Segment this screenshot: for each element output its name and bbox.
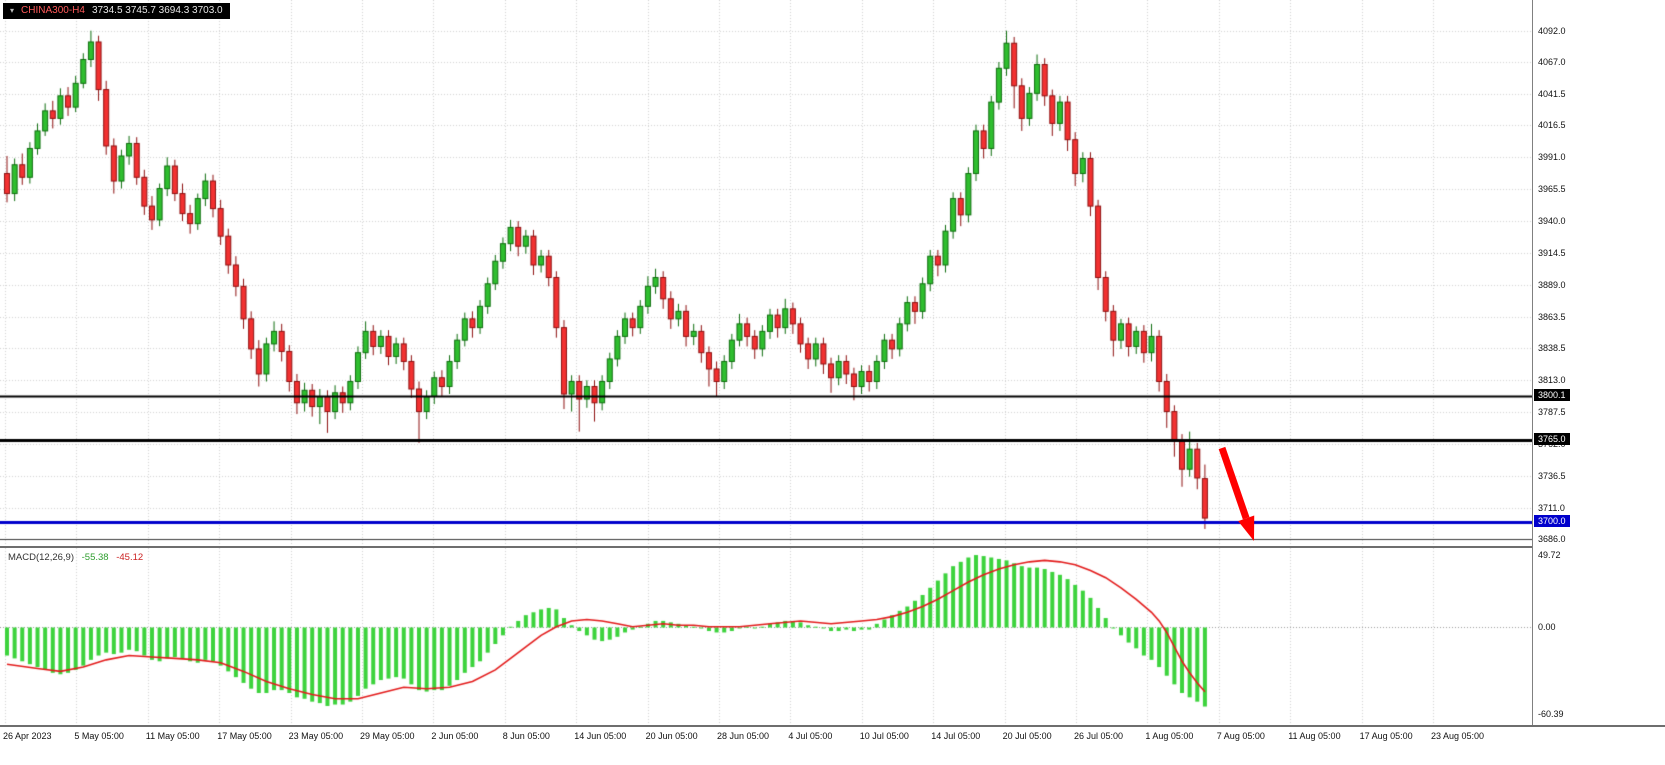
time-label: 29 May 05:00 [360, 731, 415, 741]
time-label: 7 Aug 05:00 [1216, 731, 1265, 741]
macd-main-value: -55.38 [81, 552, 109, 563]
price-tick: 3838.5 [1538, 343, 1566, 354]
time-label: 20 Jun 05:00 [645, 731, 698, 741]
price-level-label: 3765.0 [1534, 433, 1570, 446]
price-tick: 3787.5 [1538, 407, 1566, 418]
ohlc-values: 3734.5 3745.7 3694.3 3703.0 [91, 5, 223, 16]
time-label: 17 Aug 05:00 [1359, 731, 1413, 741]
price-chart-canvas[interactable] [0, 0, 1532, 546]
time-label: 20 Jul 05:00 [1002, 731, 1052, 741]
macd-axis-tick: 49.72 [1538, 550, 1561, 561]
panel-separator[interactable] [0, 546, 1665, 548]
macd-signal-value: -45.12 [116, 552, 144, 563]
price-tick: 3914.5 [1538, 248, 1566, 259]
price-tick: 3863.5 [1538, 311, 1566, 322]
macd-panel-canvas[interactable] [0, 548, 1532, 725]
macd-axis-tick: 0.00 [1538, 621, 1556, 632]
time-label: 14 Jul 05:00 [931, 731, 981, 741]
price-tick: 4016.5 [1538, 120, 1566, 131]
time-label: 2 Jun 05:00 [431, 731, 479, 741]
time-label: 1 Aug 05:00 [1145, 731, 1194, 741]
time-label: 23 Aug 05:00 [1431, 731, 1485, 741]
price-tick: 4041.5 [1538, 88, 1566, 99]
price-tick: 3736.5 [1538, 471, 1566, 482]
time-label: 14 Jun 05:00 [574, 731, 627, 741]
price-tick: 3965.5 [1538, 184, 1566, 195]
time-label: 4 Jul 05:00 [788, 731, 833, 741]
time-label: 26 Jul 05:00 [1074, 731, 1124, 741]
macd-name: MACD(12,26,9) [8, 552, 74, 563]
time-label: 17 May 05:00 [217, 731, 272, 741]
time-label: 11 May 05:00 [145, 731, 200, 741]
price-level-label: 3700.0 [1534, 514, 1570, 527]
price-tick: 3711.0 [1538, 503, 1565, 514]
time-label: 8 Jun 05:00 [502, 731, 550, 741]
price-axis[interactable]: 4092.0 4067.0 4041.5 4016.5 3991.0 3965.5 3940… [1532, 0, 1665, 725]
macd-indicator-label: MACD(12,26,9) -55.38 -45.12 [8, 552, 143, 563]
price-level-label: 3800.1 [1534, 389, 1570, 402]
time-label: 11 Aug 05:00 [1288, 731, 1341, 741]
symbol-period-label: CHINA300-H4 [21, 5, 85, 16]
time-label: 5 May 05:00 [74, 731, 124, 741]
symbol-info-box[interactable]: ▾ CHINA300-H4 3734.5 3745.7 3694.3 3703.… [3, 3, 230, 19]
time-label: 26 Apr 2023 [3, 731, 52, 741]
time-label: 28 Jun 05:00 [717, 731, 770, 741]
price-tick: 4067.0 [1538, 57, 1566, 68]
dropdown-arrow-icon[interactable]: ▾ [10, 5, 15, 15]
time-axis[interactable]: 26 Apr 2023 5 May 05:00 11 May 05:00 17 May… [0, 725, 1665, 765]
price-tick: 4092.0 [1538, 25, 1566, 36]
time-label: 23 May 05:00 [288, 731, 344, 741]
price-tick: 3686.0 [1538, 534, 1566, 545]
price-tick: 3889.0 [1538, 280, 1566, 291]
price-tick: 3813.0 [1538, 375, 1566, 386]
price-tick: 3991.0 [1538, 152, 1566, 163]
price-tick: 3940.0 [1538, 216, 1566, 227]
macd-axis-tick: -60.39 [1538, 708, 1564, 719]
time-label: 10 Jul 05:00 [859, 731, 909, 741]
